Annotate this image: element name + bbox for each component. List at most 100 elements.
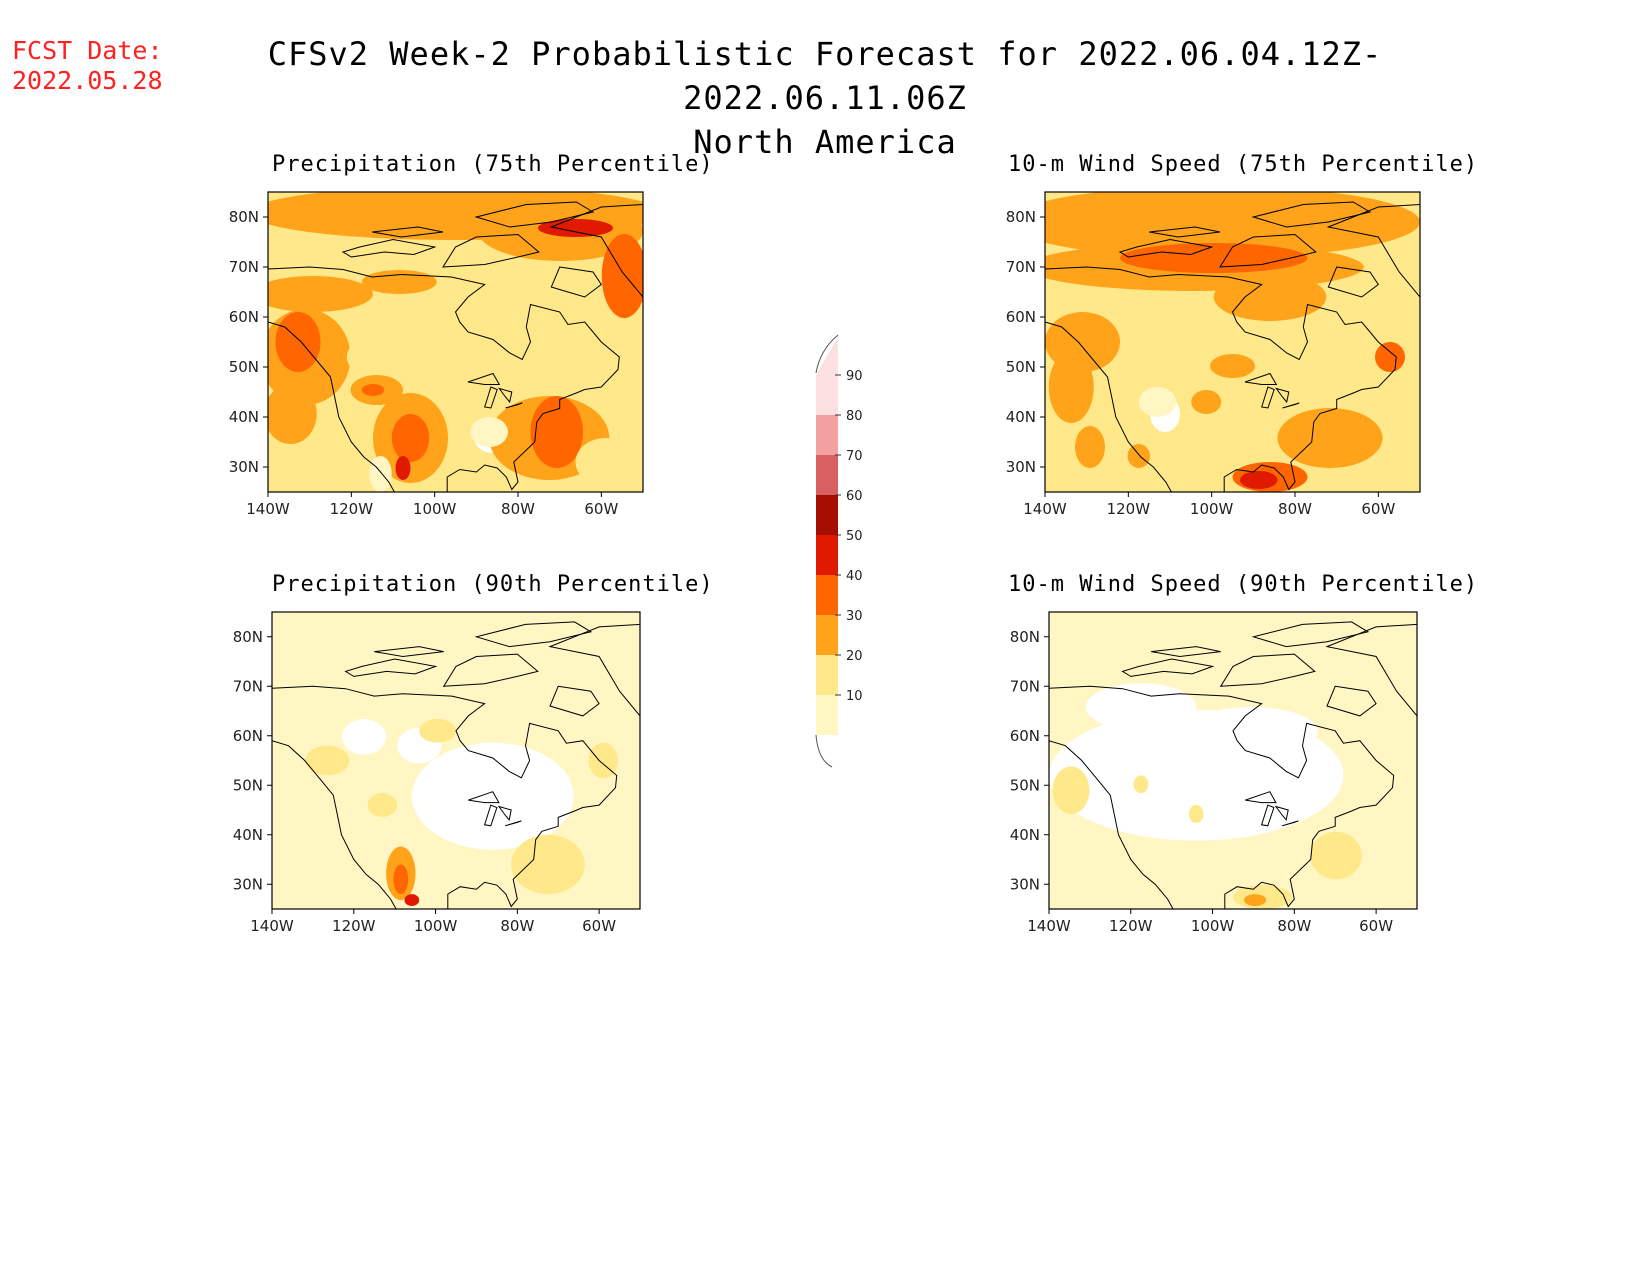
probability-contour: [419, 718, 456, 743]
map-precip-75: 140W 120W 100W 80W 60W 80N 70N 60N 50N 40N 30N: [229, 191, 644, 518]
lat-tick-label: 60N: [233, 727, 263, 745]
lat-tick-label: 50N: [233, 776, 263, 794]
colorbar-label: 40: [846, 569, 863, 584]
lat-tick-label: 40N: [1006, 408, 1036, 426]
map-wind-90: 140W 120W 100W 80W 60W 80N 70N 60N 50N 40N 30N: [1010, 611, 1418, 935]
island-outline: [374, 646, 444, 658]
map-frame: [267, 191, 644, 493]
lat-tick-label: 50N: [1006, 358, 1036, 376]
lat-tick-label: 40N: [229, 408, 259, 426]
low-probability-area: [341, 718, 387, 755]
lat-tick-label: 60N: [229, 308, 259, 326]
lat-tick-label: 30N: [229, 458, 259, 476]
lat-tick-label: 70N: [229, 258, 259, 276]
lon-tick-label: 120W: [1109, 917, 1153, 935]
probability-contour: [530, 396, 583, 468]
great-lake-outline: [498, 387, 513, 404]
lat-tick-label: 60N: [1010, 727, 1040, 745]
lat-tick-label: 50N: [1010, 776, 1040, 794]
probability-contour: [367, 793, 398, 817]
lon-tick-label: 80W: [1278, 500, 1312, 518]
low-probability-area: [411, 742, 574, 850]
probability-contour: [391, 414, 430, 462]
colorbar-label: 60: [846, 489, 863, 504]
colorbar-label: 10: [846, 689, 863, 704]
title-line-1: CFSv2 Week-2 Probabilistic Forecast for …: [267, 35, 1383, 117]
lon-tick-label: 100W: [414, 917, 458, 935]
colorbar-label: 50: [846, 529, 863, 544]
coastline: [1045, 266, 1397, 492]
great-lake-outline: [468, 791, 500, 804]
probability-contour: [1240, 471, 1278, 489]
probability-contour: [575, 438, 636, 486]
island-outline: [1118, 238, 1214, 258]
colorbar-segment: [816, 415, 838, 455]
lon-tick-label: 140W: [246, 500, 290, 518]
great-lake-outline: [505, 402, 523, 409]
probability-contour: [1052, 766, 1090, 814]
panel-title-wind-75: 10-m Wind Speed (75th Percentile): [1008, 152, 1479, 177]
lon-tick-label: 60W: [1361, 500, 1395, 518]
probability-contour: [1310, 831, 1362, 880]
probability-contour: [1075, 426, 1105, 468]
island-outline: [1219, 653, 1316, 687]
island-outline: [1151, 646, 1221, 658]
probability-colorbar: 10 20 30 40 50 60 70 80 90: [815, 334, 863, 768]
great-lake-outline: [1282, 402, 1300, 409]
coastline: [268, 266, 620, 492]
colorbar-segment: [816, 375, 838, 415]
probability-contour: [268, 276, 373, 312]
lat-tick-label: 40N: [1010, 826, 1040, 844]
great-lake-outline: [483, 804, 498, 827]
great-lake-outline: [497, 805, 512, 822]
lon-tick-label: 100W: [1191, 917, 1235, 935]
colorbar-label: 70: [846, 449, 863, 464]
island-outline: [1326, 685, 1377, 717]
lon-tick-label: 80W: [1277, 917, 1311, 935]
lat-tick-label: 30N: [233, 875, 263, 893]
lon-tick-label: 80W: [501, 500, 535, 518]
colorbar-segment: [816, 455, 838, 495]
colorbar-segment: [816, 655, 838, 695]
probability-contour: [1191, 390, 1222, 414]
island-outline: [1327, 266, 1379, 298]
probability-contour: [1045, 192, 1420, 258]
lat-tick-label: 40N: [233, 826, 263, 844]
title-line-2: North America: [693, 123, 957, 161]
lat-tick-label: 30N: [1010, 875, 1040, 893]
lon-tick-label: 140W: [250, 917, 294, 935]
colorbar-segment: [816, 535, 838, 575]
island-outline: [1251, 201, 1372, 228]
island-outline: [474, 621, 593, 648]
great-lake-outline: [1275, 387, 1290, 404]
probability-contour: [1048, 351, 1094, 423]
lon-tick-label: 60W: [582, 917, 616, 935]
coastline: [272, 685, 618, 909]
probability-contour: [1244, 894, 1267, 907]
probability-contour: [1210, 354, 1255, 378]
probability-contour: [1375, 342, 1405, 372]
forecast-date-value: 2022.05.28: [12, 66, 163, 95]
island-outline: [1149, 226, 1221, 238]
probability-contour: [588, 742, 618, 779]
probability-contour: [275, 312, 321, 372]
colorbar-segment: [816, 575, 838, 615]
lat-tick-label: 50N: [229, 358, 259, 376]
colorbar-label: 80: [846, 409, 863, 424]
probability-contour: [1213, 273, 1327, 321]
coastline: [1049, 685, 1395, 909]
lat-tick-label: 70N: [1010, 677, 1040, 695]
great-lake-outline: [1281, 820, 1299, 827]
probability-contour: [268, 384, 317, 444]
island-outline: [442, 653, 539, 687]
island-outline: [442, 233, 540, 268]
probability-contour: [404, 894, 420, 907]
colorbar-label: 30: [846, 609, 863, 624]
colorbar-label: 90: [846, 369, 863, 384]
panel-title-wind-90: 10-m Wind Speed (90th Percentile): [1008, 572, 1479, 597]
colorbar-segment: [816, 495, 838, 535]
island-outline: [372, 226, 444, 238]
lat-tick-label: 60N: [1006, 308, 1036, 326]
lat-tick-label: 70N: [233, 677, 263, 695]
forecast-date-block: FCST Date: 2022.05.28: [12, 36, 163, 96]
